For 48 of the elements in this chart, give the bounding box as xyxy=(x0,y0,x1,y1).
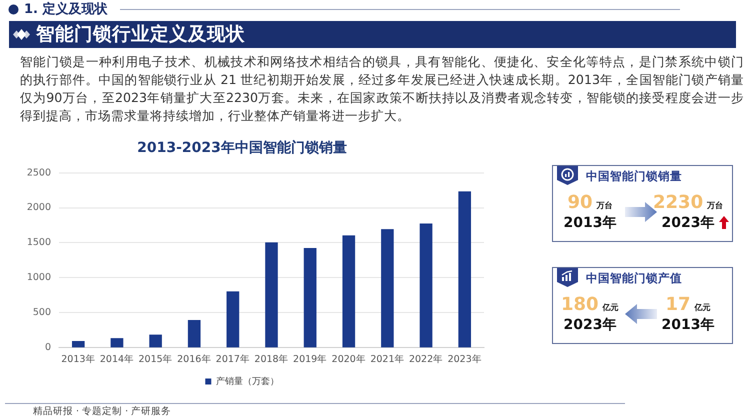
bar xyxy=(458,191,472,348)
bar xyxy=(420,224,432,348)
text: 精品研报 · 专题定制 · 产研服务 xyxy=(33,405,172,418)
text: 2023年 xyxy=(662,214,714,232)
legend-label: 产销量（万套） xyxy=(216,376,279,387)
bar xyxy=(381,229,394,348)
bar xyxy=(226,291,240,348)
y-tick-label: 2500 xyxy=(26,167,51,178)
chart-title: 2013-2023年中国智能门锁销量 xyxy=(137,139,347,156)
text: 智能门锁行业定义及现状 xyxy=(36,23,245,47)
text: 中国智能门锁产值 xyxy=(586,271,682,286)
x-tick-label: 2022年 xyxy=(408,352,444,365)
text: 亿元 xyxy=(602,303,619,312)
text: 亿元 xyxy=(694,303,711,312)
y-tick-label: 500 xyxy=(32,307,51,318)
text: 180 xyxy=(561,294,599,315)
y-tick-label: 0 xyxy=(44,342,51,354)
text: 中国智能门锁销量 xyxy=(586,169,682,184)
text: 2013年 xyxy=(662,316,714,334)
text: 90 xyxy=(568,192,593,213)
text: 1. 定义及现状 xyxy=(24,1,108,18)
bar xyxy=(149,334,162,348)
x-tick-label: 2018年 xyxy=(254,352,289,365)
x-tick-label: 2021年 xyxy=(370,352,405,365)
x-tick-label: 2017年 xyxy=(216,352,250,365)
text: 万台 xyxy=(596,201,613,210)
x-tick-label: 2023年 xyxy=(448,352,482,365)
x-tick-label: 2013年 xyxy=(61,352,96,365)
x-tick-label: 2020年 xyxy=(332,352,366,365)
text: 2023年 xyxy=(564,316,616,334)
bar xyxy=(265,242,278,348)
text: 2013年 xyxy=(564,214,616,232)
text: 17 xyxy=(666,294,691,315)
bar xyxy=(188,320,201,348)
x-tick-label: 2019年 xyxy=(293,352,328,365)
bar xyxy=(304,248,316,348)
x-tick-label: 2014年 xyxy=(100,352,134,365)
y-tick-label: 1500 xyxy=(26,237,51,248)
text: 智能门锁是一种利用电子技术、机械技术和网络技术相结合的锁具，具有智能化、便捷化、安全化等特点，是门禁系统中锁门的执行部件。中国的智能锁行业从 21 世纪初期开始发展，经过多年发展已经进入快速成长期。2013年，全国智能门锁产销量仅为90万台，至2023年销量扩大至2230万套。未来，在国家政策不断扶持以及消费者观念转变，智能锁的接受程度会进一步得到提高，市场需求量将持续增加，行业整体产销量将进一步扩大。 xyxy=(20,53,744,125)
text: 万台 xyxy=(707,201,724,210)
x-tick-label: 2016年 xyxy=(177,352,212,365)
text: 2230 xyxy=(653,192,704,213)
bar xyxy=(110,338,124,348)
x-tick-label: 2015年 xyxy=(138,352,173,365)
bar xyxy=(72,340,85,348)
bar xyxy=(342,235,356,348)
y-tick-label: 2000 xyxy=(26,202,51,214)
y-tick-label: 1000 xyxy=(26,272,51,284)
